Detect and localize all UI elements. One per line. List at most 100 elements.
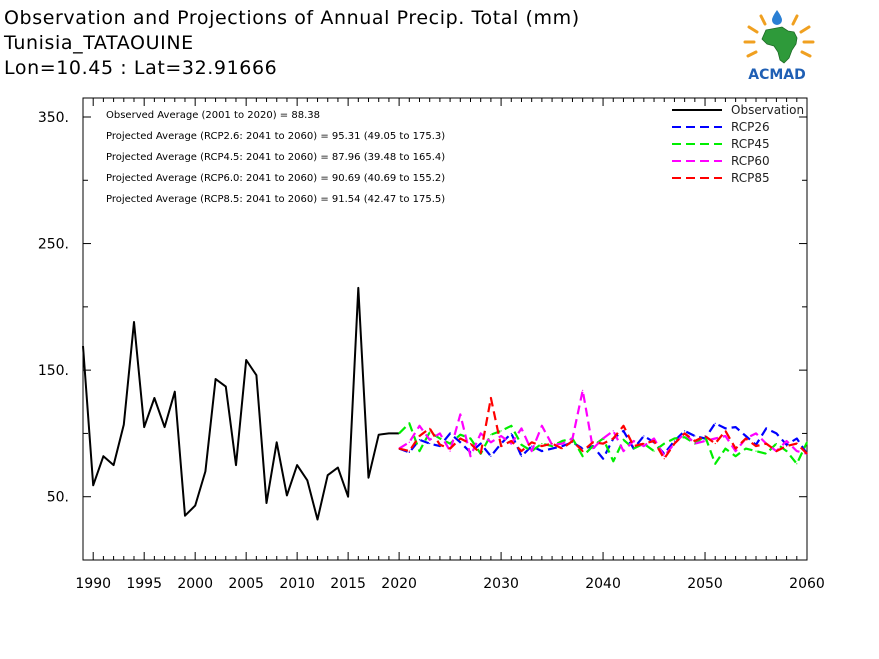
data-point-rcp26	[673, 440, 676, 442]
acmad-logo: ACMAD	[736, 8, 818, 84]
data-point-rcp85	[602, 442, 604, 445]
data-point-observation	[174, 391, 176, 393]
data-point-rcp45	[520, 444, 523, 446]
x-tick-label: 2015	[330, 576, 366, 592]
data-point-rcp85	[418, 435, 421, 437]
data-point-rcp60	[429, 439, 431, 441]
data-point-observation	[316, 518, 319, 521]
data-point-rcp60	[643, 445, 645, 447]
data-point-rcp45	[429, 431, 431, 433]
data-point-rcp60	[796, 450, 798, 452]
data-point-rcp85	[673, 442, 676, 445]
data-point-rcp26	[694, 435, 696, 437]
data-point-rcp85	[531, 441, 533, 443]
x-tick-label: 2050	[687, 576, 723, 592]
data-point-observation	[378, 434, 380, 436]
data-point-rcp45	[500, 430, 502, 432]
data-point-rcp85	[735, 448, 737, 450]
data-point-rcp45	[612, 460, 614, 462]
y-tick-label: 150.	[38, 363, 69, 379]
data-point-rcp85	[633, 445, 635, 447]
data-point-observation	[153, 397, 155, 399]
data-point-rcp85	[398, 448, 400, 450]
x-tick-label: 2020	[381, 576, 417, 592]
data-point-rcp60	[439, 432, 441, 435]
data-point-rcp45	[582, 455, 584, 457]
data-point-rcp60	[551, 444, 553, 446]
data-point-rcp45	[418, 450, 421, 452]
data-point-rcp85	[551, 442, 553, 445]
data-point-rcp45	[765, 453, 767, 455]
x-tick-label: 2030	[483, 576, 519, 592]
data-point-observation	[214, 378, 217, 380]
data-point-rcp85	[694, 440, 696, 442]
data-point-rcp45	[745, 448, 747, 450]
chart-title: Observation and Projections of Annual Pr…	[4, 7, 580, 29]
data-point-rcp60	[500, 435, 502, 437]
data-point-rcp60	[694, 442, 696, 445]
data-point-rcp85	[622, 425, 625, 427]
data-point-rcp26	[541, 450, 543, 452]
plot-frame	[82, 97, 808, 561]
data-point-rcp26	[582, 448, 584, 450]
data-point-rcp26	[622, 430, 625, 432]
data-point-rcp60	[755, 432, 757, 435]
x-axis-labels: 1990 1995 2000 2005 2010 2015 2020 2030 2040 2050…	[75, 576, 824, 592]
data-point-observation	[286, 494, 288, 497]
series-line-rcp26	[398, 422, 808, 460]
data-point-rcp26	[714, 422, 716, 424]
data-point-rcp85	[796, 442, 798, 445]
data-point-observation	[194, 504, 196, 507]
data-point-rcp60	[490, 441, 492, 443]
data-point-observation	[204, 470, 206, 472]
stat-annotation: Projected Average (RCP2.6: 2041 to 2060)…	[106, 131, 445, 142]
data-point-observation	[245, 359, 247, 361]
data-point-rcp85	[775, 450, 778, 452]
data-point-rcp60	[612, 430, 614, 432]
data-point-rcp45	[561, 440, 563, 442]
data-point-observation	[102, 455, 104, 457]
data-point-rcp45	[673, 437, 676, 440]
stat-annotation: Observed Average (2001 to 2020) = 88.38	[106, 110, 320, 121]
data-point-rcp60	[602, 437, 604, 440]
data-point-rcp85	[490, 397, 492, 399]
data-point-rcp26	[684, 430, 686, 432]
coordinates-label: Lon=10.45 : Lat=32.91666	[4, 57, 278, 79]
data-point-rcp26	[510, 432, 512, 435]
data-point-rcp60	[653, 437, 655, 440]
data-point-rcp85	[612, 437, 614, 440]
stat-annotation: Projected Average (RCP6.0: 2041 to 2060)…	[106, 173, 445, 184]
data-point-rcp85	[449, 448, 451, 450]
data-point-rcp85	[510, 440, 512, 442]
raindrop-icon	[772, 10, 782, 25]
data-point-observation	[276, 441, 278, 443]
data-point-observation	[123, 423, 125, 426]
data-point-rcp26	[643, 435, 645, 437]
series-line-rcp60	[398, 389, 808, 458]
data-point-rcp45	[755, 450, 757, 452]
acmad-logo-graphic: ACMAD	[743, 10, 815, 83]
data-point-observation	[327, 474, 329, 476]
data-point-rcp45	[735, 455, 737, 457]
data-point-rcp60	[592, 448, 594, 450]
data-point-rcp60	[735, 450, 737, 452]
data-point-rcp85	[684, 432, 686, 435]
data-point-rcp26	[796, 437, 798, 440]
data-point-rcp45	[469, 437, 472, 440]
legend-label-rcp60: RCP60	[731, 154, 770, 168]
location-name: Tunisia_TATAOUINE	[4, 32, 194, 54]
data-point-rcp85	[582, 450, 584, 452]
axis-ticks	[82, 98, 808, 560]
data-point-rcp60	[786, 440, 788, 442]
data-point-rcp45	[786, 450, 788, 452]
series-layer	[82, 286, 808, 521]
data-point-rcp45	[653, 450, 655, 452]
data-point-rcp26	[418, 439, 421, 441]
data-point-observation	[184, 515, 186, 517]
data-point-rcp60	[469, 455, 472, 457]
data-point-rcp26	[765, 427, 767, 429]
data-point-rcp85	[469, 442, 472, 445]
x-tick-label: 1995	[126, 576, 162, 592]
data-point-rcp45	[510, 425, 512, 427]
